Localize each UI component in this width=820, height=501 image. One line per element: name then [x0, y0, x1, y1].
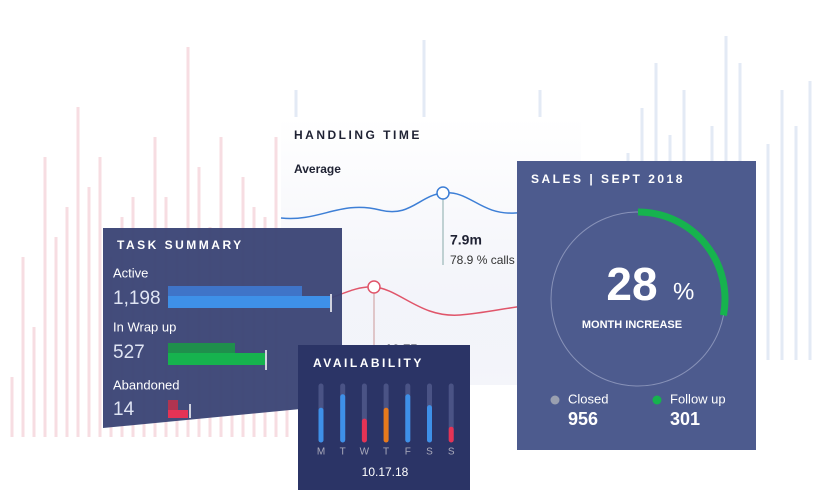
legend-dot [550, 395, 560, 405]
bar [168, 400, 178, 412]
day-label: S [448, 447, 455, 458]
row-label: In Wrap up [113, 319, 176, 334]
subtitle: Average [294, 162, 341, 176]
date: 10.17.18 [362, 465, 409, 479]
day-label: F [405, 447, 411, 458]
row-value: 1,198 [113, 288, 161, 309]
gauge-arc [637, 208, 729, 316]
legend-dot [652, 395, 662, 405]
availability-card: AVAILABILITY 10.17.18 M T W T F S S [298, 345, 470, 490]
marker [436, 186, 450, 200]
day-label: T [383, 447, 389, 458]
bar [168, 286, 302, 298]
percent-sign: % [673, 278, 694, 305]
legend-value: 301 [670, 409, 700, 429]
card-title: AVAILABILITY [313, 356, 424, 370]
legend-value: 956 [568, 409, 598, 429]
day-label: S [426, 447, 433, 458]
row-label: Abandoned [113, 377, 180, 392]
card [281, 117, 581, 385]
bar [168, 296, 330, 308]
row-value: 14 [113, 399, 135, 420]
day-label: T [340, 447, 346, 458]
percent-value: 28 [606, 258, 657, 310]
day-label: W [360, 447, 370, 458]
task-summary-card: TASK SUMMARY Active 1,198 In Wrap up 527… [103, 228, 342, 428]
bar [168, 343, 235, 355]
bar [168, 353, 265, 365]
card-title: SALES | SEPT 2018 [531, 172, 685, 186]
legend-label: Closed [568, 391, 608, 406]
row-label: Active [113, 265, 148, 280]
bar [168, 410, 188, 418]
marker [367, 280, 381, 294]
legend-label: Follow up [670, 391, 726, 406]
marker-value: 7.9m [450, 232, 482, 248]
card [103, 228, 342, 428]
day-label: M [317, 447, 325, 458]
sales-card: SALES | SEPT 2018 28 % MONTH INCREASE Cl… [517, 161, 756, 450]
row-value: 527 [113, 342, 145, 363]
card-title: HANDLING TIME [294, 128, 422, 142]
gauge-caption: MONTH INCREASE [582, 319, 682, 331]
handling-time-card: HANDLING TIME Average 7.9m 78.9 % calls … [280, 117, 582, 385]
card-title: TASK SUMMARY [117, 238, 244, 252]
